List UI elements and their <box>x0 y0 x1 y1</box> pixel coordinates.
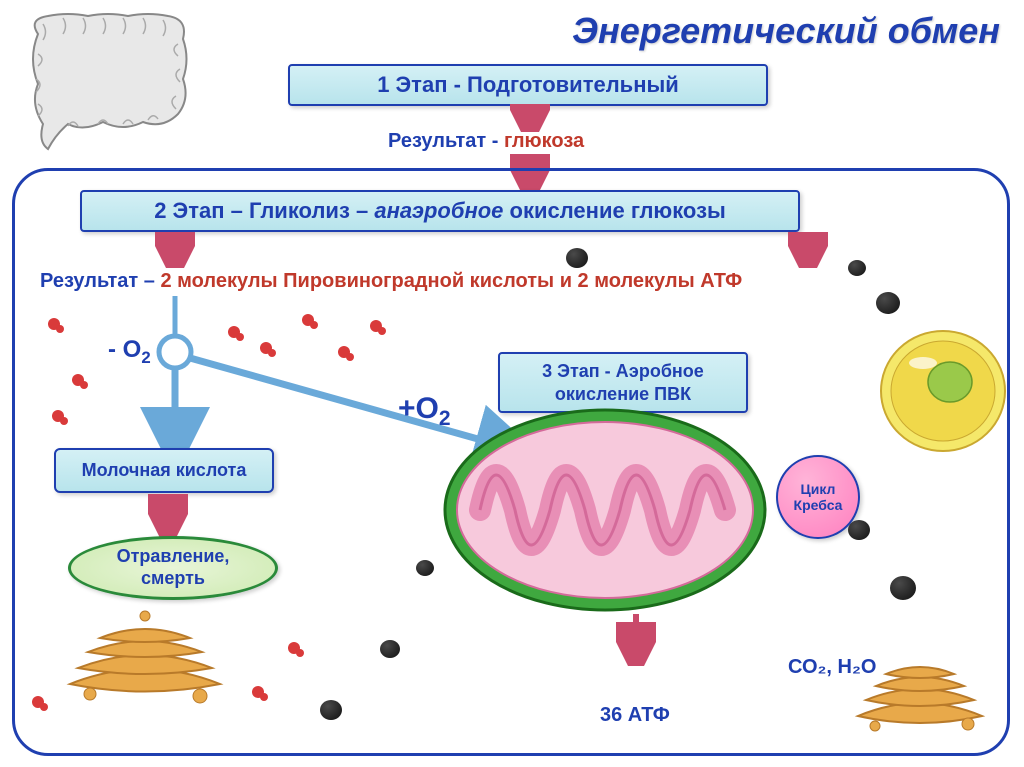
intestine-icon <box>8 4 218 154</box>
nucleus-icon <box>878 328 1008 454</box>
krebs-line1: Цикл <box>801 481 836 497</box>
red-molecule-icon <box>226 324 246 344</box>
ribosome-icon <box>566 248 588 268</box>
stage2-prefix: 2 Этап – Гликолиз – <box>154 198 374 223</box>
page-title: Энергетический обмен <box>572 10 1000 52</box>
red-molecule-icon <box>70 372 90 392</box>
mitochondrion-icon <box>440 400 770 620</box>
result1-prefix: Результат - <box>388 130 504 152</box>
stage1-box: 1 Этап - Подготовительный <box>288 64 768 106</box>
stage2-suffix: окисление глюкозы <box>503 198 725 223</box>
stage1-label: 1 Этап - Подготовительный <box>377 72 679 97</box>
plus-o2-text: +О <box>398 392 439 425</box>
red-molecule-icon <box>50 408 70 428</box>
result2-prefix: Результат – <box>40 270 160 292</box>
krebs-line2: Кребса <box>794 497 843 513</box>
result2-text: Результат – 2 молекулы Пировиноградной к… <box>40 270 742 293</box>
sub2-a: 2 <box>141 348 150 367</box>
stage2-italic: анаэробное <box>374 198 503 223</box>
minus-o2-text: - О <box>108 336 141 363</box>
red-molecule-icon <box>250 684 270 704</box>
death-line1: Отравление, <box>117 546 230 568</box>
golgi-icon-1 <box>60 594 230 714</box>
death-box: Отравление, смерть <box>68 536 278 600</box>
lactic-label: Молочная кислота <box>82 460 247 480</box>
golgi-icon-2 <box>850 640 990 740</box>
result1-text: Результат - глюкоза <box>388 130 584 153</box>
red-molecule-icon <box>368 318 388 338</box>
red-molecule-icon <box>336 344 356 364</box>
red-molecule-icon <box>30 694 50 714</box>
arrow-lactic-death <box>148 494 188 538</box>
stage2-box: 2 Этап – Гликолиз – анаэробное окисление… <box>80 190 800 232</box>
arrow-down-1 <box>510 104 550 132</box>
ribosome-icon <box>380 640 400 658</box>
red-molecule-icon <box>46 316 66 336</box>
result2-main: 2 молекулы Пировиноградной кислоты и 2 м… <box>160 270 742 292</box>
lactic-acid-box: Молочная кислота <box>54 448 274 493</box>
arrow-mito-output <box>616 614 656 666</box>
ribosome-icon <box>876 292 900 314</box>
ribosome-icon <box>320 700 342 720</box>
ribosome-icon <box>848 520 870 540</box>
result1-value: глюкоза <box>504 130 584 152</box>
minus-o2-label: - О2 <box>108 336 151 368</box>
red-molecule-icon <box>300 312 320 332</box>
ribosome-icon <box>890 576 916 600</box>
red-molecule-icon <box>258 340 278 360</box>
red-molecule-icon <box>286 640 306 660</box>
ribosome-icon <box>416 560 434 576</box>
arrow-stage2-left <box>155 232 195 268</box>
death-line2: смерть <box>141 568 205 590</box>
arrow-stage2-right <box>788 232 828 268</box>
stage3-line1: 3 Этап - Аэробное <box>542 361 704 381</box>
ribosome-icon <box>848 260 866 276</box>
output-atp: 36 АТФ <box>600 704 670 727</box>
